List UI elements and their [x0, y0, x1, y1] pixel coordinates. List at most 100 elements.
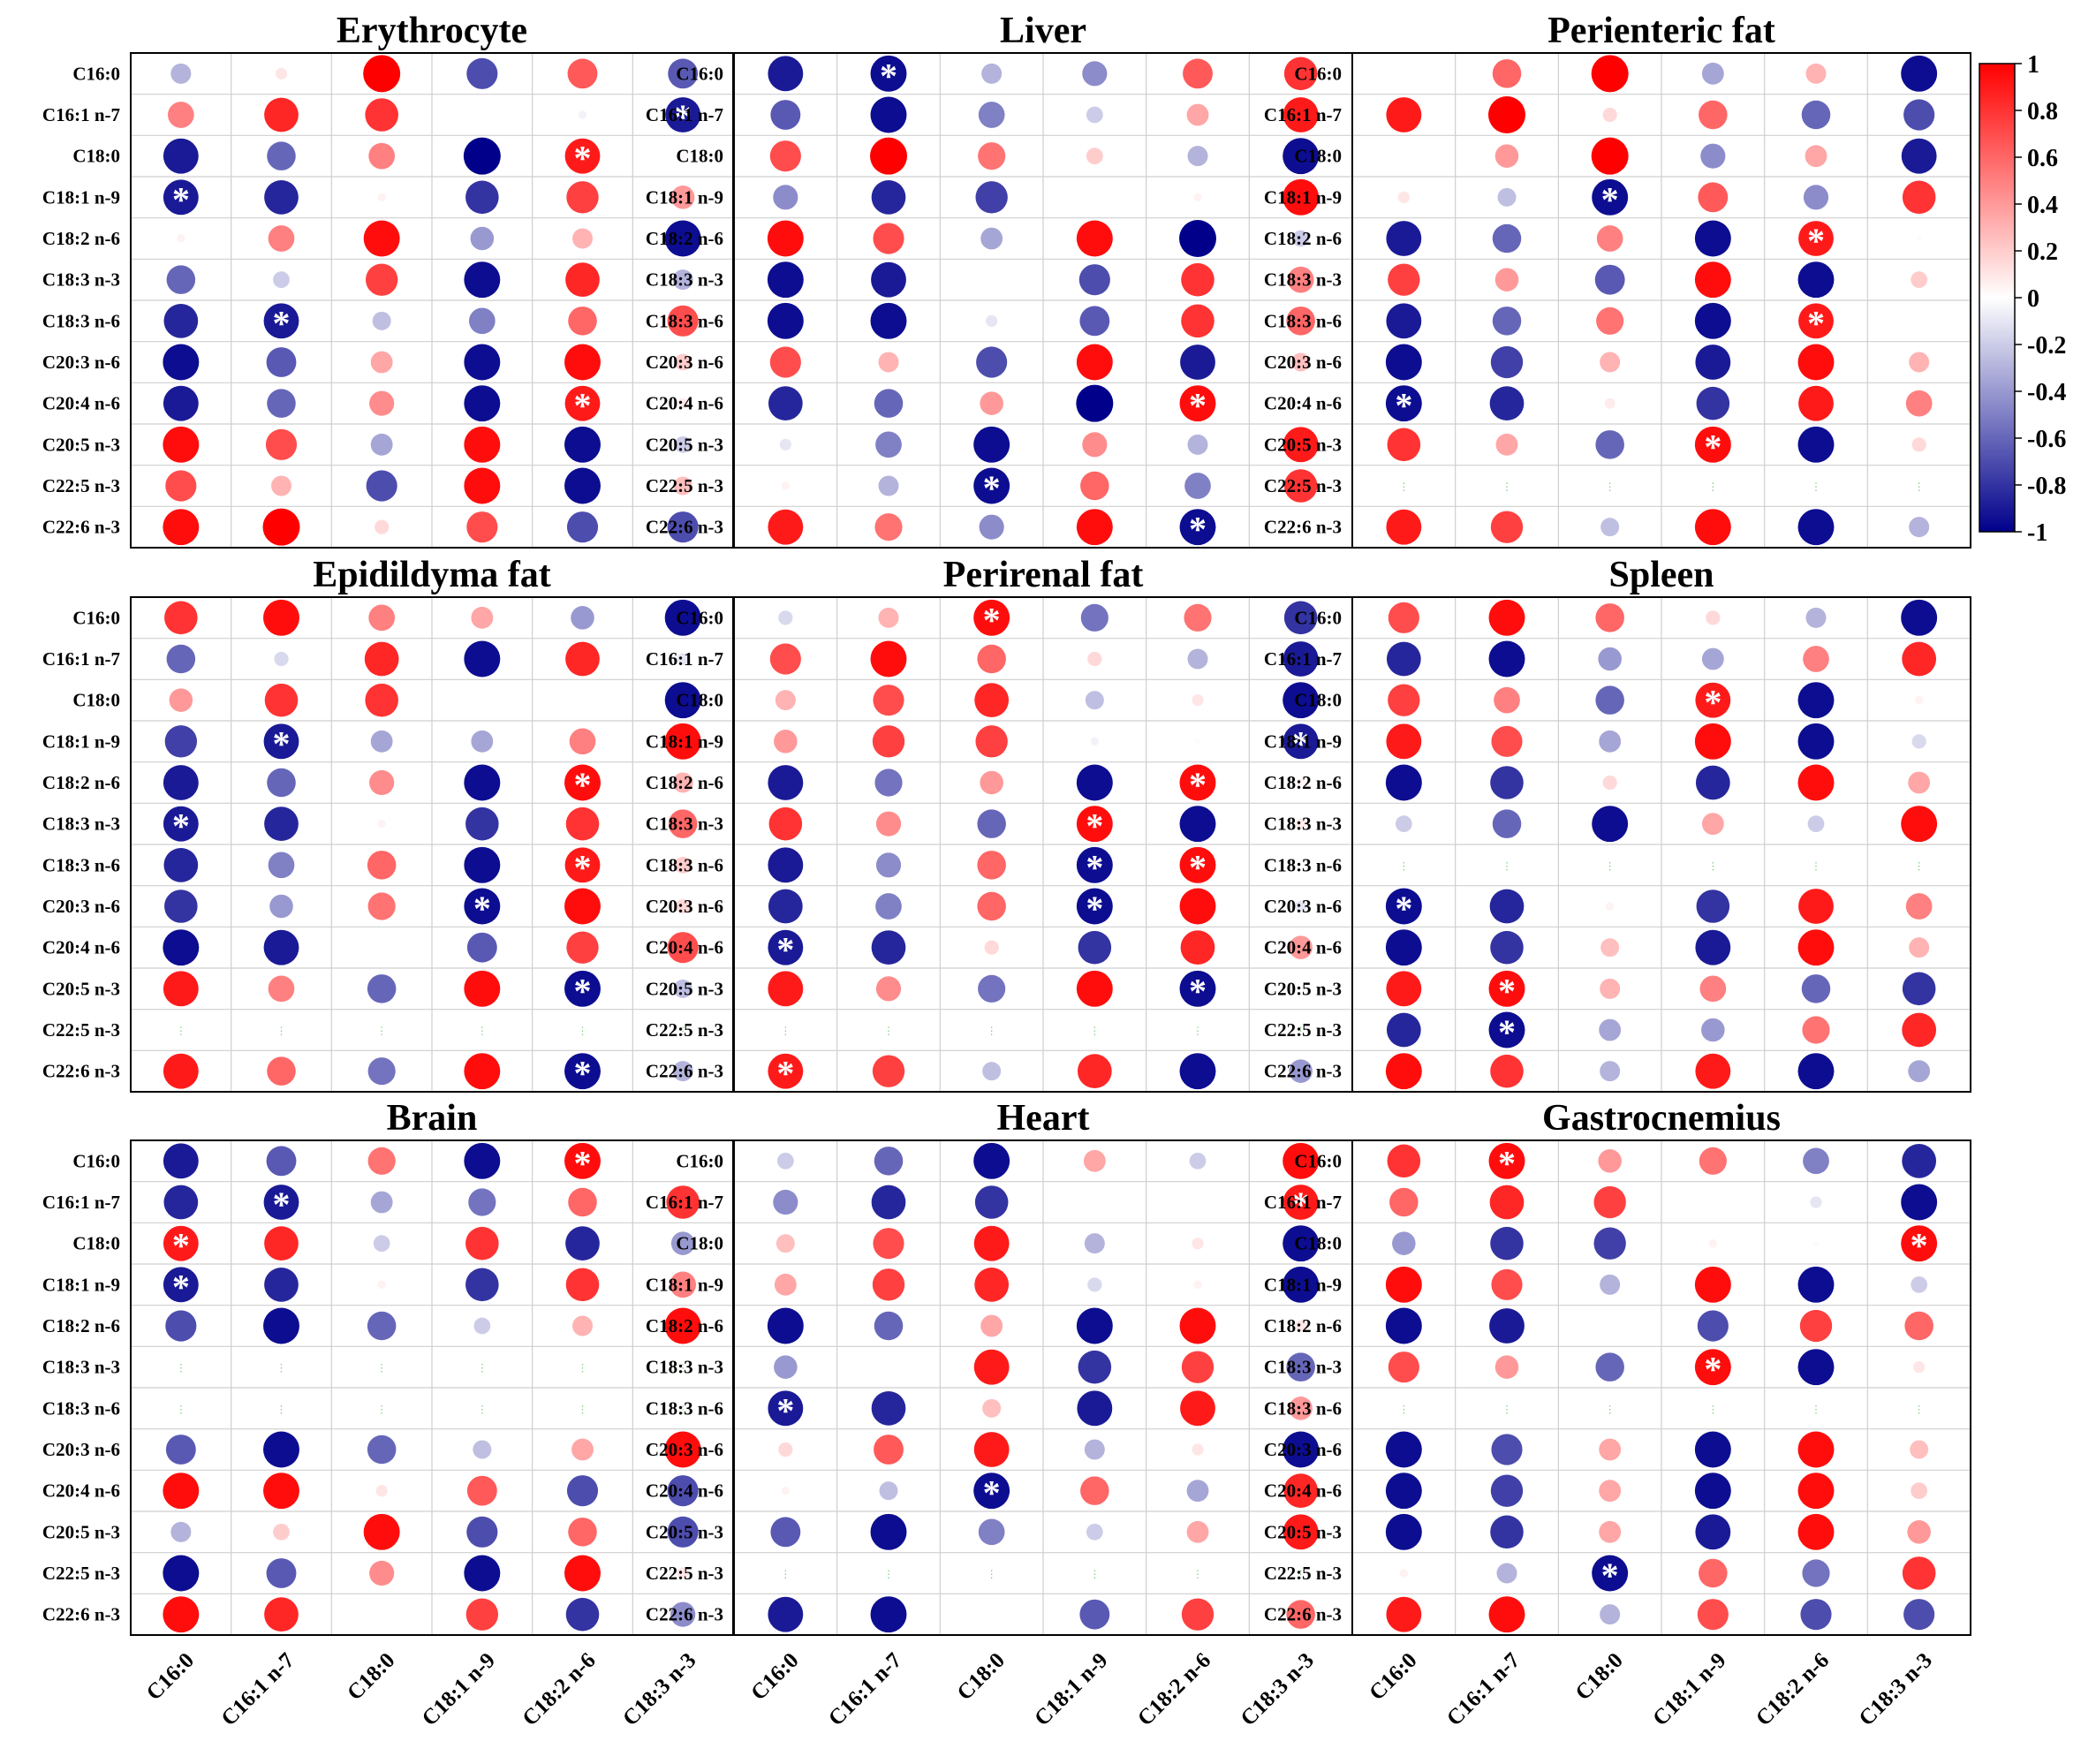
row-label: C16:0: [676, 607, 723, 628]
x-tick-label: C18:2 n-6: [1133, 1648, 1215, 1730]
correlation-dot: [379, 944, 385, 950]
correlation-dot: [363, 1513, 400, 1550]
row-label: C20:5 n-3: [1264, 434, 1342, 455]
correlation-dot: [1490, 766, 1524, 799]
correlation-dot: [263, 1473, 299, 1510]
correlation-dot: [1076, 344, 1113, 381]
panel-gastrocnemius: Gastrocnemius C16:0 C16:1 n-7 C18:0 C18:1 n-…: [1264, 1098, 1971, 1636]
correlation-dot: [1797, 426, 1835, 463]
correlation-dot: [1386, 723, 1422, 760]
correlation-dot: [1192, 694, 1204, 707]
correlation-dot: [1489, 1185, 1525, 1220]
correlation-dot: [667, 1475, 699, 1507]
row-label: C18:1 n-9: [646, 1274, 723, 1295]
correlation-dot: [1490, 1515, 1524, 1549]
correlation-dot: [1911, 734, 1926, 749]
correlation-dot: [770, 1517, 801, 1548]
correlation-dot: [1385, 929, 1422, 966]
row-label: C18:0: [676, 690, 723, 711]
correlation-dot: [774, 730, 798, 753]
na-marker: ⋮: [578, 1025, 588, 1037]
x-tick-label: C18:0: [953, 1648, 1010, 1705]
panel-erythrocyte: Erythrocyte C16:0 C16:1 n-7 C18:0 C18:1 n-9 C…: [42, 11, 734, 549]
correlation-dot: [367, 1057, 396, 1086]
significance-star: *: [1911, 1226, 1928, 1266]
correlation-dot: [1298, 862, 1304, 868]
correlation-dot: [1797, 1266, 1835, 1303]
correlation-dot: [974, 683, 1010, 718]
correlation-dot: [674, 435, 692, 453]
correlation-dot: [1908, 771, 1931, 794]
correlation-dot: [564, 344, 601, 381]
correlation-dot: [169, 688, 193, 712]
correlation-dot: [1298, 986, 1304, 992]
row-label: C18:1 n-9: [1264, 186, 1342, 208]
correlation-dot: [768, 847, 804, 883]
na-marker: ⋮: [1707, 481, 1718, 493]
correlation-dot: [1699, 975, 1727, 1003]
significance-star: *: [1189, 847, 1207, 887]
correlation-dot: [565, 641, 600, 677]
correlation-dot: [977, 851, 1006, 880]
significance-star: *: [880, 56, 897, 95]
correlation-dot: [1388, 602, 1419, 633]
panel-title: Perirenal fat: [943, 555, 1144, 595]
correlation-dot: [1803, 646, 1829, 672]
correlation-dot: [1694, 426, 1731, 463]
correlation-dot: [1395, 815, 1412, 833]
correlation-dot: [1385, 764, 1422, 801]
correlation-dot: [1701, 62, 1724, 85]
correlation-dot: [1283, 1266, 1320, 1303]
correlation-dot: [773, 185, 798, 210]
correlation-dot: [165, 470, 197, 502]
row-label: C16:1 n-7: [1264, 104, 1342, 125]
correlation-dot: [470, 226, 495, 251]
correlation-dot: [667, 511, 699, 543]
row-label: C18:3 n-6: [42, 854, 120, 875]
correlation-dot: [976, 346, 1008, 378]
correlation-dot: [163, 847, 199, 882]
correlation-dot: [1797, 1349, 1835, 1386]
correlation-dot: [564, 385, 601, 421]
row-label: C20:4 n-6: [1264, 1480, 1342, 1502]
correlation-dot: [1092, 1200, 1098, 1205]
correlation-dot: [1386, 303, 1422, 339]
row-label: C18:0: [1294, 690, 1342, 711]
row-label: C18:2 n-6: [1264, 1315, 1342, 1336]
correlation-dot: [264, 97, 299, 132]
correlation-dot: [770, 100, 801, 130]
na-marker: ⋮: [1502, 481, 1512, 493]
correlation-dot: [1807, 815, 1825, 833]
correlation-dot: [1901, 138, 1937, 174]
panel-brain: Brain C16:0 C16:1 n-7 C18:0 C18:1 n-9 C18:2 n…: [42, 1098, 734, 1636]
colorbar-tick-label: 0.6: [2027, 145, 2058, 172]
correlation-dot: [1283, 1473, 1319, 1509]
correlation-dot: [468, 307, 496, 335]
correlation-dot: [379, 1611, 385, 1617]
row-label: C16:0: [676, 1150, 723, 1171]
correlation-dot: [1385, 1307, 1422, 1344]
na-marker: ⋮: [1192, 1025, 1203, 1037]
colorbar: 1 0.8 0.6 0.4 0.2 0 -0.2 -0.4 -0.6 -0.8 -1: [1979, 51, 2066, 547]
na-marker: ⋮: [376, 1362, 387, 1374]
row-label: C18:0: [676, 1233, 723, 1254]
na-marker: ⋮: [477, 1025, 488, 1037]
significance-star: *: [574, 971, 592, 1011]
correlation-dot: [1492, 809, 1522, 838]
row-label: C20:4 n-6: [1264, 393, 1342, 414]
correlation-dot: [564, 467, 601, 504]
row-label: C18:2 n-6: [1264, 228, 1342, 249]
correlation-dot: [1699, 1558, 1728, 1588]
correlation-dot: [1085, 691, 1104, 710]
row-label: C18:1 n-9: [42, 731, 120, 752]
correlation-dot: [569, 728, 596, 755]
x-tick-label: C18:2 n-6: [518, 1648, 601, 1730]
significance-star: *: [172, 806, 190, 846]
correlation-dot: [1179, 806, 1216, 843]
correlation-dot: [1805, 63, 1827, 84]
row-label: C22:5 n-3: [1264, 1019, 1342, 1041]
correlation-dot: [564, 764, 601, 801]
correlation-dot: [1706, 610, 1721, 625]
correlation-dot: [1295, 1320, 1307, 1332]
correlation-dot: [270, 475, 292, 496]
